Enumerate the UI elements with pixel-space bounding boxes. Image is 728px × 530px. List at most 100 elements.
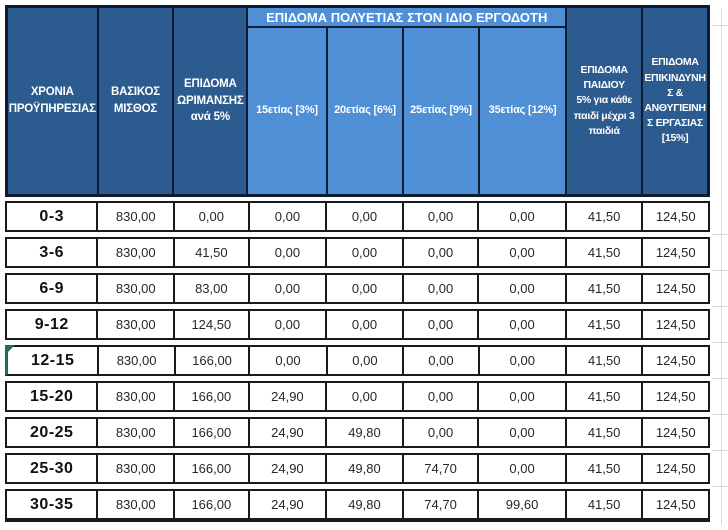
value-cell[interactable]: 41,50 [564,383,642,410]
value-cell[interactable]: 124,50 [641,347,708,374]
value-cell[interactable]: 0,00 [325,239,402,266]
value-cell[interactable]: 41,50 [564,203,642,230]
value-cell[interactable]: 0,00 [325,347,402,374]
header-35years[interactable]: 35ετίας [12%] [477,28,566,194]
value-cell[interactable]: 0,00 [325,203,402,230]
value-cell[interactable]: 124,50 [641,383,708,410]
value-cell[interactable]: 124,50 [641,311,708,338]
value-cell[interactable]: 830,00 [96,311,173,338]
value-cell[interactable]: 166,00 [173,419,248,446]
value-cell[interactable]: 0,00 [477,347,565,374]
years-cell[interactable]: 20-25 [30,423,74,441]
value-cell[interactable]: 830,00 [96,239,173,266]
value-cell[interactable]: 166,00 [173,383,248,410]
value-cell[interactable]: 0,00 [477,239,565,266]
value-cell[interactable]: 49,80 [325,419,402,446]
spreadsheet-gridline [721,8,722,525]
years-cell[interactable]: 3-6 [39,243,65,261]
value-cell[interactable]: 83,00 [173,275,248,302]
value-cell[interactable]: 830,00 [97,347,173,374]
value-cell[interactable]: 830,00 [96,491,173,518]
value-cell[interactable]: 166,00 [173,455,248,482]
value-cell[interactable]: 0,00 [477,419,565,446]
table-row: 6-9 830,00 83,00 0,00 0,00 0,00 0,00 41,50 124,5… [5,273,710,304]
value-cell[interactable]: 830,00 [96,383,173,410]
value-cell[interactable]: 0,00 [247,275,326,302]
value-cell[interactable]: 0,00 [477,383,565,410]
value-cell[interactable]: 0,00 [248,347,325,374]
value-cell[interactable]: 0,00 [173,203,248,230]
value-cell[interactable]: 830,00 [96,419,173,446]
value-cell[interactable]: 830,00 [96,455,173,482]
value-cell[interactable]: 166,00 [173,347,248,374]
value-cell[interactable]: 124,50 [641,203,708,230]
value-cell[interactable]: 0,00 [401,203,478,230]
table-row: 25-30 830,00 166,00 24,90 49,80 74,70 0,00 41,5… [5,453,710,484]
value-cell[interactable]: 0,00 [401,275,478,302]
value-cell[interactable]: 24,90 [247,383,326,410]
years-cell[interactable]: 9-12 [34,315,69,333]
value-cell[interactable]: 124,50 [641,239,708,266]
header-25years[interactable]: 25ετίας [9%] [402,28,478,194]
value-cell[interactable]: 0,00 [402,347,477,374]
value-cell[interactable]: 0,00 [247,203,326,230]
value-cell[interactable]: 41,50 [564,491,642,518]
value-cell[interactable]: 124,50 [641,275,708,302]
value-cell[interactable]: 0,00 [325,311,402,338]
value-cell[interactable]: 124,50 [641,419,708,446]
value-cell[interactable]: 41,50 [565,347,641,374]
years-cell[interactable]: 25-30 [30,459,74,477]
years-cell[interactable]: 6-9 [39,279,65,297]
header-years-of-service[interactable]: ΧΡΟΝΙΑ ΠΡΟΫΠΗΡΕΣΙΑΣ [8,8,97,194]
value-cell[interactable]: 124,50 [173,311,248,338]
header-child-allowance[interactable]: ΕΠΙΔΟΜΑ ΠΑΙΔΙΟΥ 5% για κάθε παιδί μέχρι … [565,8,642,194]
header-maturity-allowance[interactable]: ΕΠΙΔΟΜΑ ΩΡΙΜΑΝΣΗΣ ανά 5% [172,8,247,194]
value-cell[interactable]: 41,50 [564,311,642,338]
value-cell[interactable]: 0,00 [325,383,402,410]
value-cell[interactable]: 124,50 [641,491,708,518]
value-cell[interactable]: 49,80 [325,491,402,518]
spreadsheet-gridline [712,342,728,343]
years-cell[interactable]: 12-15 [30,351,75,369]
value-cell[interactable]: 41,50 [564,239,642,266]
years-cell[interactable]: 30-35 [30,495,74,513]
header-hazard-allowance[interactable]: ΕΠΙΔΟΜΑ ΕΠΙΚΙΝΔΥΝΗ Σ & ΑΝΘΥΓΙΕΙΝΗ Σ ΕΡΓΑ… [641,8,708,194]
table-row: 30-35 830,00 166,00 24,90 49,80 74,70 99,60 41,… [5,489,710,522]
value-cell[interactable]: 41,50 [564,419,642,446]
value-cell[interactable]: 0,00 [477,455,565,482]
value-cell[interactable]: 0,00 [247,311,326,338]
value-cell[interactable]: 41,50 [173,239,248,266]
value-cell[interactable]: 0,00 [401,419,478,446]
years-cell[interactable]: 15-20 [30,387,74,405]
value-cell[interactable]: 99,60 [477,491,565,518]
header-polyetia-banner[interactable]: ΕΠΙΔΟΜΑ ΠΟΛΥΕΤΙΑΣ ΣΤΟΝ ΙΔΙΟ ΕΡΓΟΔΟΤΗ [248,8,566,28]
value-cell[interactable]: 49,80 [325,455,402,482]
value-cell[interactable]: 24,90 [247,491,326,518]
table-body: 0-3 830,00 0,00 0,00 0,00 0,00 0,00 41,50 124,50… [5,201,710,522]
header-15years[interactable]: 15ετίας [3%] [248,28,326,194]
value-cell[interactable]: 166,00 [173,491,248,518]
value-cell[interactable]: 0,00 [325,275,402,302]
spreadsheet-gridline [712,270,728,271]
value-cell[interactable]: 24,90 [247,419,326,446]
value-cell[interactable]: 0,00 [401,239,478,266]
value-cell[interactable]: 74,70 [401,491,478,518]
value-cell[interactable]: 0,00 [401,311,478,338]
value-cell[interactable]: 0,00 [401,383,478,410]
value-cell[interactable]: 0,00 [477,203,565,230]
years-cell[interactable]: 0-3 [39,207,65,225]
table-header: ΧΡΟΝΙΑ ΠΡΟΫΠΗΡΕΣΙΑΣ ΒΑΣΙΚΟΣ ΜΙΣΘΟΣ ΕΠΙΔΟ… [5,5,710,197]
value-cell[interactable]: 0,00 [477,311,565,338]
header-20years[interactable]: 20ετίας [6%] [325,28,403,194]
value-cell[interactable]: 0,00 [247,239,326,266]
value-cell[interactable]: 830,00 [96,275,173,302]
value-cell[interactable]: 830,00 [96,203,173,230]
header-base-salary[interactable]: ΒΑΣΙΚΟΣ ΜΙΣΘΟΣ [96,8,173,194]
value-cell[interactable]: 124,50 [641,455,708,482]
value-cell[interactable]: 41,50 [564,275,642,302]
value-cell[interactable]: 24,90 [247,455,326,482]
value-cell[interactable]: 0,00 [477,275,565,302]
value-cell[interactable]: 41,50 [564,455,642,482]
value-cell[interactable]: 74,70 [401,455,478,482]
table-row: 12-15 830,00 166,00 0,00 0,00 0,00 0,00 41,50 12… [5,345,710,376]
